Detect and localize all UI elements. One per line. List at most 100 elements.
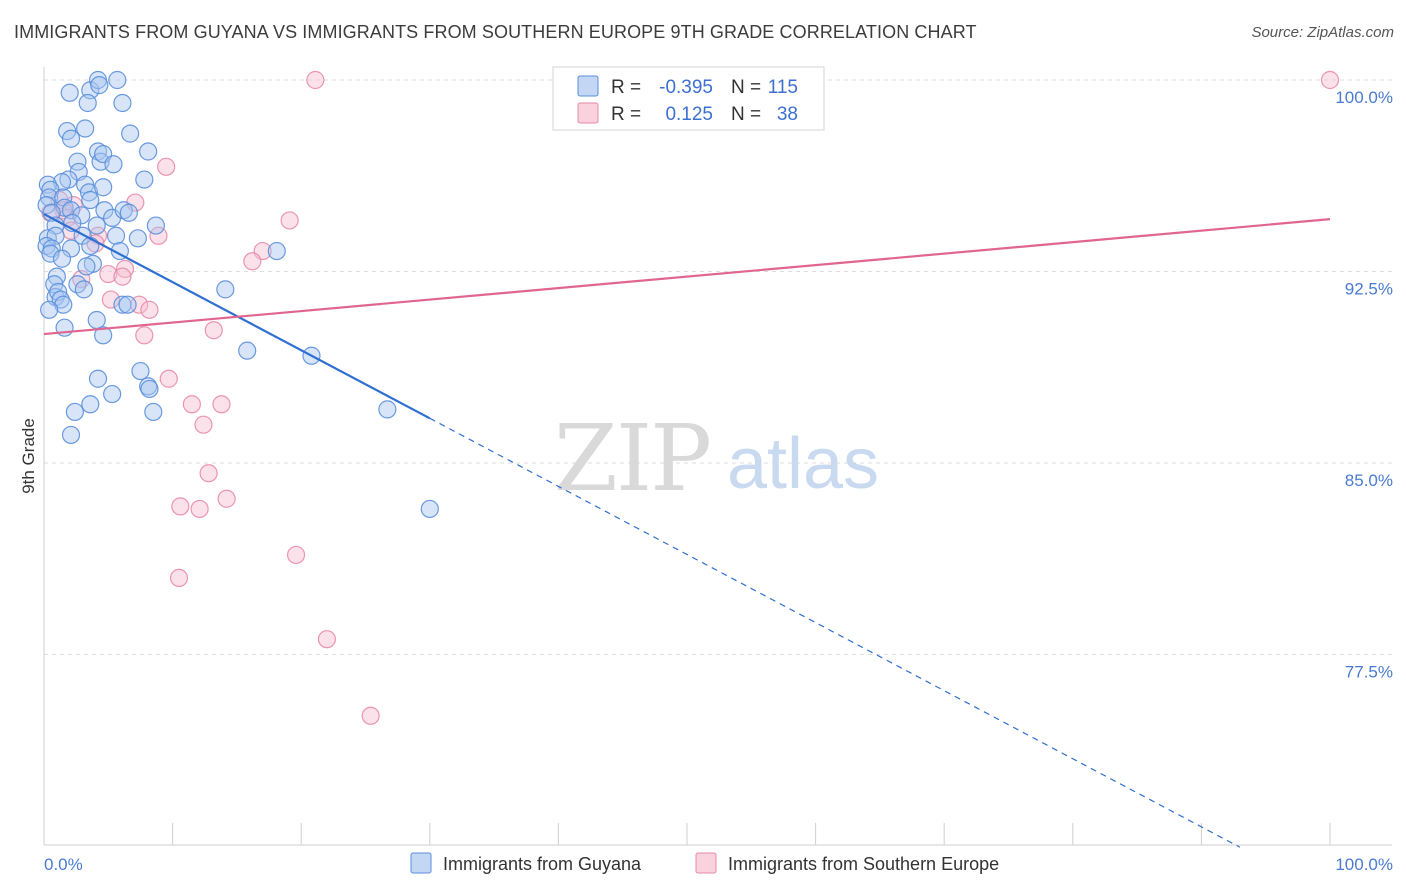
data-point xyxy=(61,129,81,148)
legend-r-label: R = xyxy=(611,77,641,98)
data-point xyxy=(216,280,235,299)
data-point xyxy=(182,395,201,414)
legend-n-label-2: N = xyxy=(731,104,761,125)
legend-r-value-blue: -0.395 xyxy=(659,77,713,98)
blue-points xyxy=(37,70,439,519)
data-point xyxy=(128,229,147,248)
data-point xyxy=(61,239,81,258)
data-point xyxy=(204,321,223,340)
y-tick-labels: 100.0% 92.5% 85.0% 77.5% xyxy=(1335,88,1393,682)
data-point xyxy=(76,119,95,138)
x-ticks xyxy=(43,823,1331,845)
data-point xyxy=(190,499,209,519)
y-tick-label: 85.0% xyxy=(1345,471,1393,490)
data-point xyxy=(94,326,113,345)
watermark-atlas: atlas xyxy=(727,424,879,504)
pink-points xyxy=(41,70,1340,725)
legend-swatch-blue xyxy=(577,75,599,97)
data-point xyxy=(103,384,122,404)
source-label: Source: ZipAtlas.com xyxy=(1251,24,1394,41)
data-point xyxy=(121,124,140,143)
data-point xyxy=(286,545,306,565)
data-point xyxy=(217,489,236,508)
data-point xyxy=(317,630,337,649)
y-tick-label: 100.0% xyxy=(1335,88,1393,107)
legend-n-value-pink: 38 xyxy=(777,104,798,125)
bottom-legend-swatch-pink xyxy=(695,852,717,874)
data-point xyxy=(114,201,133,220)
data-point xyxy=(79,183,99,202)
legend-n-label: N = xyxy=(731,77,761,98)
legend-n-value-blue: 115 xyxy=(768,77,798,98)
data-point xyxy=(361,706,380,725)
data-point xyxy=(51,290,70,309)
data-point xyxy=(113,295,132,314)
data-point xyxy=(52,249,72,268)
watermark-zip: ZIP xyxy=(554,405,710,512)
data-point xyxy=(99,264,118,284)
axes xyxy=(43,67,1392,846)
data-point xyxy=(54,295,73,314)
data-point xyxy=(131,361,150,381)
data-point xyxy=(74,280,93,299)
data-point xyxy=(135,326,154,345)
grid-lines xyxy=(44,79,1392,655)
x-tick-label-min: 0.0% xyxy=(44,855,83,874)
data-point xyxy=(78,93,97,113)
data-point xyxy=(87,216,106,235)
data-point xyxy=(108,70,127,90)
data-point xyxy=(104,155,123,174)
correlation-legend: R = -0.395 N = 115 R = 0.125 N = 38 xyxy=(552,66,825,131)
trend-lines xyxy=(43,213,1331,848)
data-point xyxy=(65,402,84,422)
data-point xyxy=(106,226,126,245)
data-point xyxy=(140,300,159,319)
data-point xyxy=(140,379,159,399)
y-tick-label: 92.5% xyxy=(1345,280,1393,299)
x-tick-label-max: 100.0% xyxy=(1335,855,1393,874)
y-tick-label: 77.5% xyxy=(1345,663,1393,682)
legend-swatch-pink xyxy=(577,102,599,124)
data-point xyxy=(135,170,154,189)
data-point xyxy=(118,295,137,314)
data-point xyxy=(61,425,81,445)
data-point xyxy=(169,568,189,588)
data-point xyxy=(119,203,138,222)
legend-r-label-2: R = xyxy=(611,104,641,125)
bottom-legend-label-blue: Immigrants from Guyana xyxy=(443,854,642,874)
data-point xyxy=(238,341,257,360)
data-point xyxy=(94,178,113,197)
data-point xyxy=(88,369,108,388)
data-point xyxy=(144,402,163,422)
data-point xyxy=(194,415,213,434)
watermark: ZIP atlas xyxy=(554,405,879,512)
data-point xyxy=(212,395,231,414)
data-point xyxy=(306,70,325,90)
data-point xyxy=(81,395,100,414)
data-point xyxy=(267,241,286,261)
data-point xyxy=(420,499,439,519)
data-point xyxy=(139,142,158,161)
chart-title: IMMIGRANTS FROM GUYANA VS IMMIGRANTS FRO… xyxy=(14,22,977,42)
data-point xyxy=(113,93,132,113)
legend-r-value-pink: 0.125 xyxy=(665,104,713,125)
data-point xyxy=(90,76,109,95)
trend-line-blue-extension xyxy=(429,417,1241,848)
data-point xyxy=(378,400,397,419)
data-point xyxy=(81,236,100,256)
data-point xyxy=(87,310,106,330)
data-point xyxy=(41,244,60,263)
data-point xyxy=(81,190,100,210)
data-point xyxy=(280,211,299,230)
data-point xyxy=(243,252,262,271)
data-point xyxy=(157,157,176,176)
data-point xyxy=(146,216,165,235)
data-point xyxy=(159,369,178,388)
series-legend: Immigrants from Guyana Immigrants from S… xyxy=(410,852,999,874)
y-axis-label: 9th Grade xyxy=(19,418,38,494)
data-point xyxy=(101,290,120,309)
data-point xyxy=(77,257,96,276)
bottom-legend-swatch-blue xyxy=(410,852,432,874)
trend-line-pink xyxy=(43,218,1331,336)
